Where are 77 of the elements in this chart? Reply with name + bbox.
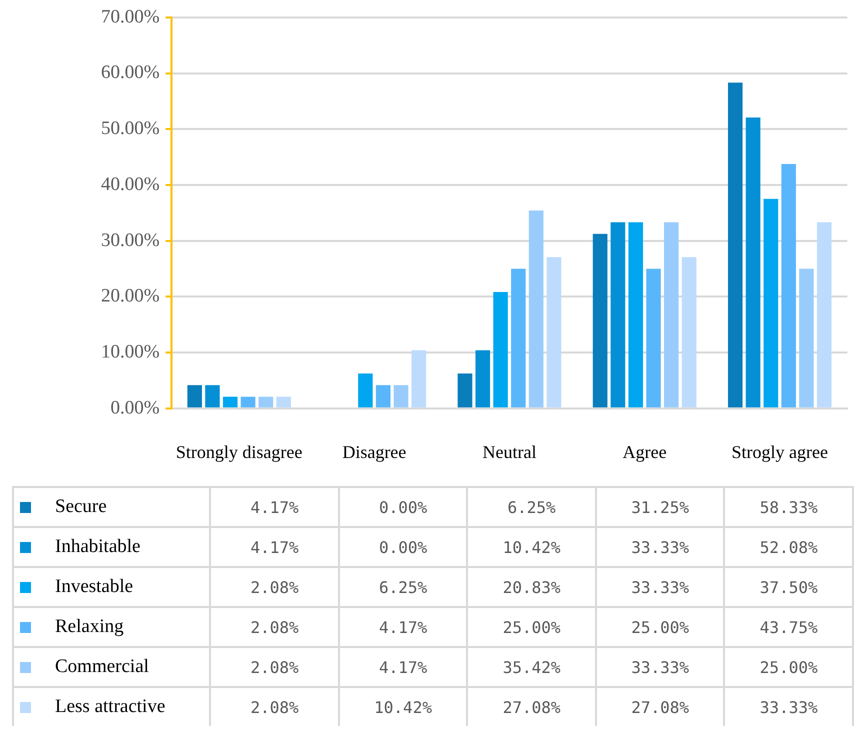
y-tick-label: 30.00% xyxy=(101,230,160,251)
bar xyxy=(358,373,373,408)
legend-label: Inhabitable xyxy=(13,527,210,567)
data-label: 33.33% xyxy=(596,527,724,567)
data-label: 2.08% xyxy=(210,607,339,647)
bar xyxy=(258,396,274,408)
legend-label: Investable xyxy=(13,567,210,607)
data-label: 10.42% xyxy=(467,527,596,567)
bar xyxy=(610,222,626,408)
bar xyxy=(528,210,544,408)
x-tick-label: Strogly agree xyxy=(732,442,828,462)
data-label: 31.25% xyxy=(596,487,724,527)
y-tick-label: 50.00% xyxy=(101,118,160,140)
bar xyxy=(816,222,832,408)
data-label: 27.08% xyxy=(596,687,724,726)
bar xyxy=(475,350,490,408)
y-tick-label: 70.00% xyxy=(101,6,160,28)
x-tick-label: Disagree xyxy=(342,442,406,462)
data-label: 25.00% xyxy=(596,607,724,647)
data-label: 20.83% xyxy=(467,567,596,607)
data-label: 25.00% xyxy=(724,647,853,687)
bar xyxy=(205,385,220,408)
bar xyxy=(781,164,796,408)
data-label: 4.17% xyxy=(210,527,339,567)
bar xyxy=(458,373,472,408)
data-label: 37.50% xyxy=(724,567,853,607)
bar xyxy=(493,292,508,408)
data-label: 33.33% xyxy=(596,647,724,687)
data-label: 2.08% xyxy=(210,567,339,607)
bar xyxy=(646,268,661,408)
bar xyxy=(511,268,526,408)
bar xyxy=(746,117,760,408)
x-tick-label: Neutral xyxy=(482,442,536,462)
data-label: 33.33% xyxy=(724,687,853,726)
bar xyxy=(682,257,696,408)
data-label: 6.25% xyxy=(467,487,596,527)
bar xyxy=(222,396,238,408)
data-label: 52.08% xyxy=(724,527,853,567)
legend-label: Relaxing xyxy=(13,607,210,647)
data-label: 35.42% xyxy=(467,647,596,687)
bar xyxy=(187,385,202,408)
x-tick-label: Agree xyxy=(622,442,667,462)
data-label: 25.00% xyxy=(467,607,596,647)
data-label: 2.08% xyxy=(210,647,339,687)
bar xyxy=(799,268,814,408)
data-label: 10.42% xyxy=(338,687,468,726)
data-label: 4.17% xyxy=(338,647,468,687)
bar xyxy=(628,222,644,408)
bar xyxy=(546,257,562,408)
data-label: 58.33% xyxy=(724,487,853,527)
legend-label: Commercial xyxy=(13,647,210,687)
data-label: 0.00% xyxy=(338,527,468,567)
y-tick-label: 40.00% xyxy=(101,174,160,195)
bar xyxy=(592,234,608,408)
bar xyxy=(376,385,390,408)
x-tick-label: Strongly disagree xyxy=(176,442,302,462)
data-label: 0.00% xyxy=(338,487,468,527)
data-label: 6.25% xyxy=(338,567,468,607)
bar xyxy=(240,396,256,408)
data-label: 2.08% xyxy=(210,687,339,726)
data-label: 4.17% xyxy=(338,607,468,647)
legend-label: Secure xyxy=(13,487,210,527)
data-label: 33.33% xyxy=(596,567,724,607)
data-label: 27.08% xyxy=(467,687,596,726)
bar xyxy=(664,222,679,408)
data-label: 43.75% xyxy=(724,607,853,647)
bar xyxy=(394,385,408,408)
bar xyxy=(276,396,291,408)
data-label: 4.17% xyxy=(210,487,339,527)
bar xyxy=(728,82,743,408)
y-tick-label: 60.00% xyxy=(101,62,160,84)
y-tick-label: 20.00% xyxy=(101,286,160,307)
bar xyxy=(764,198,778,408)
y-tick-label: 0.00% xyxy=(110,397,160,418)
bar xyxy=(412,350,426,408)
legend-label: Less attractive xyxy=(13,687,210,726)
y-tick-label: 10.00% xyxy=(101,342,160,363)
